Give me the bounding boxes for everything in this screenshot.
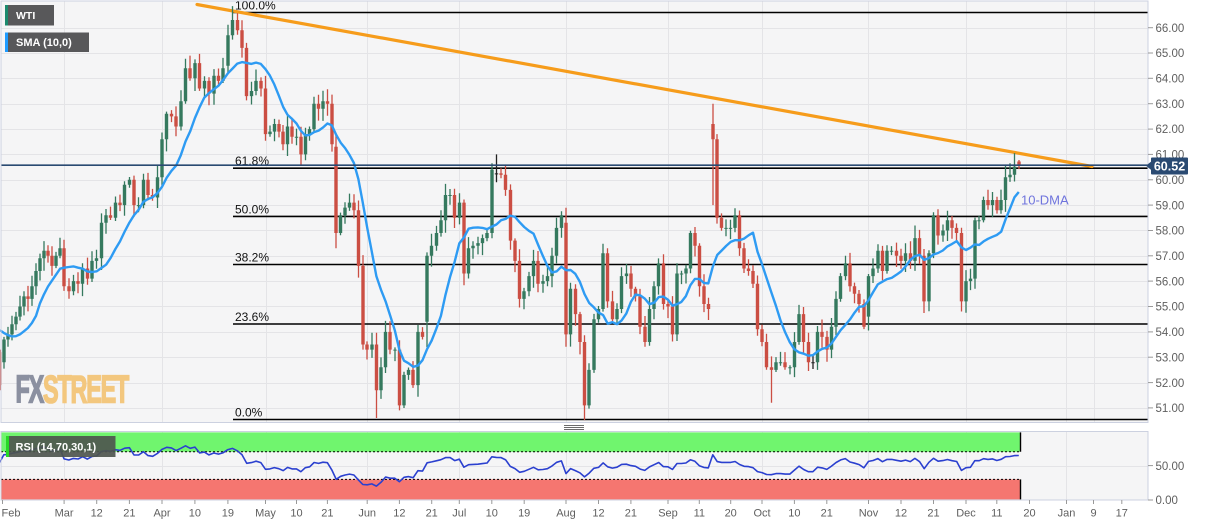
svg-text:63.00: 63.00 — [1156, 99, 1185, 111]
svg-text:Apr: Apr — [153, 508, 170, 520]
svg-text:54.00: 54.00 — [1156, 327, 1185, 339]
svg-text:SMA (10,0): SMA (10,0) — [16, 37, 72, 49]
svg-text:60.52: 60.52 — [1154, 159, 1185, 173]
svg-text:Aug: Aug — [556, 508, 576, 520]
svg-text:WTI: WTI — [16, 10, 35, 22]
svg-text:19: 19 — [518, 508, 530, 520]
svg-text:51.00: 51.00 — [1156, 403, 1185, 415]
svg-text:10: 10 — [788, 508, 800, 520]
svg-text:21: 21 — [821, 508, 833, 520]
svg-text:11: 11 — [991, 508, 1002, 520]
svg-text:59.00: 59.00 — [1156, 200, 1185, 212]
svg-text:20: 20 — [725, 508, 737, 520]
svg-text:0.0%: 0.0% — [235, 406, 263, 420]
svg-text:9: 9 — [1090, 508, 1096, 520]
svg-text:23.6%: 23.6% — [235, 310, 269, 324]
svg-text:56.00: 56.00 — [1156, 276, 1185, 288]
svg-text:Jul: Jul — [452, 508, 466, 520]
svg-text:FXSTREET: FXSTREET — [16, 367, 130, 411]
svg-text:60.00: 60.00 — [1156, 175, 1185, 187]
svg-text:38.2%: 38.2% — [235, 251, 269, 265]
svg-text:12: 12 — [895, 508, 907, 520]
svg-text:Jun: Jun — [358, 508, 376, 520]
svg-text:50.0%: 50.0% — [235, 202, 269, 216]
svg-text:21: 21 — [321, 508, 333, 520]
svg-text:66.00: 66.00 — [1156, 23, 1185, 35]
svg-text:21: 21 — [123, 508, 135, 520]
svg-text:52.00: 52.00 — [1156, 378, 1185, 390]
svg-text:0.00: 0.00 — [1156, 495, 1178, 507]
svg-text:50.00: 50.00 — [1156, 461, 1185, 473]
svg-text:21: 21 — [927, 508, 939, 520]
svg-text:10: 10 — [189, 508, 201, 520]
svg-text:55.00: 55.00 — [1156, 302, 1185, 314]
svg-text:21: 21 — [426, 508, 438, 520]
svg-text:62.00: 62.00 — [1156, 124, 1185, 136]
svg-text:57.00: 57.00 — [1156, 251, 1185, 263]
svg-text:64.00: 64.00 — [1156, 74, 1185, 86]
svg-text:RSI (14,70,30,1): RSI (14,70,30,1) — [16, 442, 97, 454]
svg-text:Dec: Dec — [956, 508, 976, 520]
svg-text:61.8%: 61.8% — [235, 154, 269, 168]
svg-text:20: 20 — [1023, 508, 1035, 520]
svg-text:10: 10 — [290, 508, 302, 520]
svg-text:Nov: Nov — [859, 508, 879, 520]
svg-text:10-DMA: 10-DMA — [1021, 193, 1069, 208]
svg-text:Sep: Sep — [658, 508, 678, 520]
svg-text:58.00: 58.00 — [1156, 226, 1185, 238]
svg-text:53.00: 53.00 — [1156, 352, 1185, 364]
svg-text:12: 12 — [592, 508, 604, 520]
svg-text:19: 19 — [222, 508, 234, 520]
svg-text:21: 21 — [625, 508, 637, 520]
svg-text:10: 10 — [486, 508, 498, 520]
svg-text:65.00: 65.00 — [1156, 48, 1185, 60]
svg-text:Jan: Jan — [1058, 508, 1076, 520]
svg-text:100.0%: 100.0% — [235, 0, 276, 13]
svg-text:Mar: Mar — [55, 508, 74, 520]
svg-text:12: 12 — [393, 508, 405, 520]
svg-text:Feb: Feb — [2, 508, 21, 520]
svg-text:11: 11 — [694, 508, 705, 520]
svg-text:17: 17 — [1116, 508, 1128, 520]
svg-text:Oct: Oct — [753, 508, 770, 520]
svg-text:May: May — [255, 508, 276, 520]
svg-text:12: 12 — [91, 508, 103, 520]
